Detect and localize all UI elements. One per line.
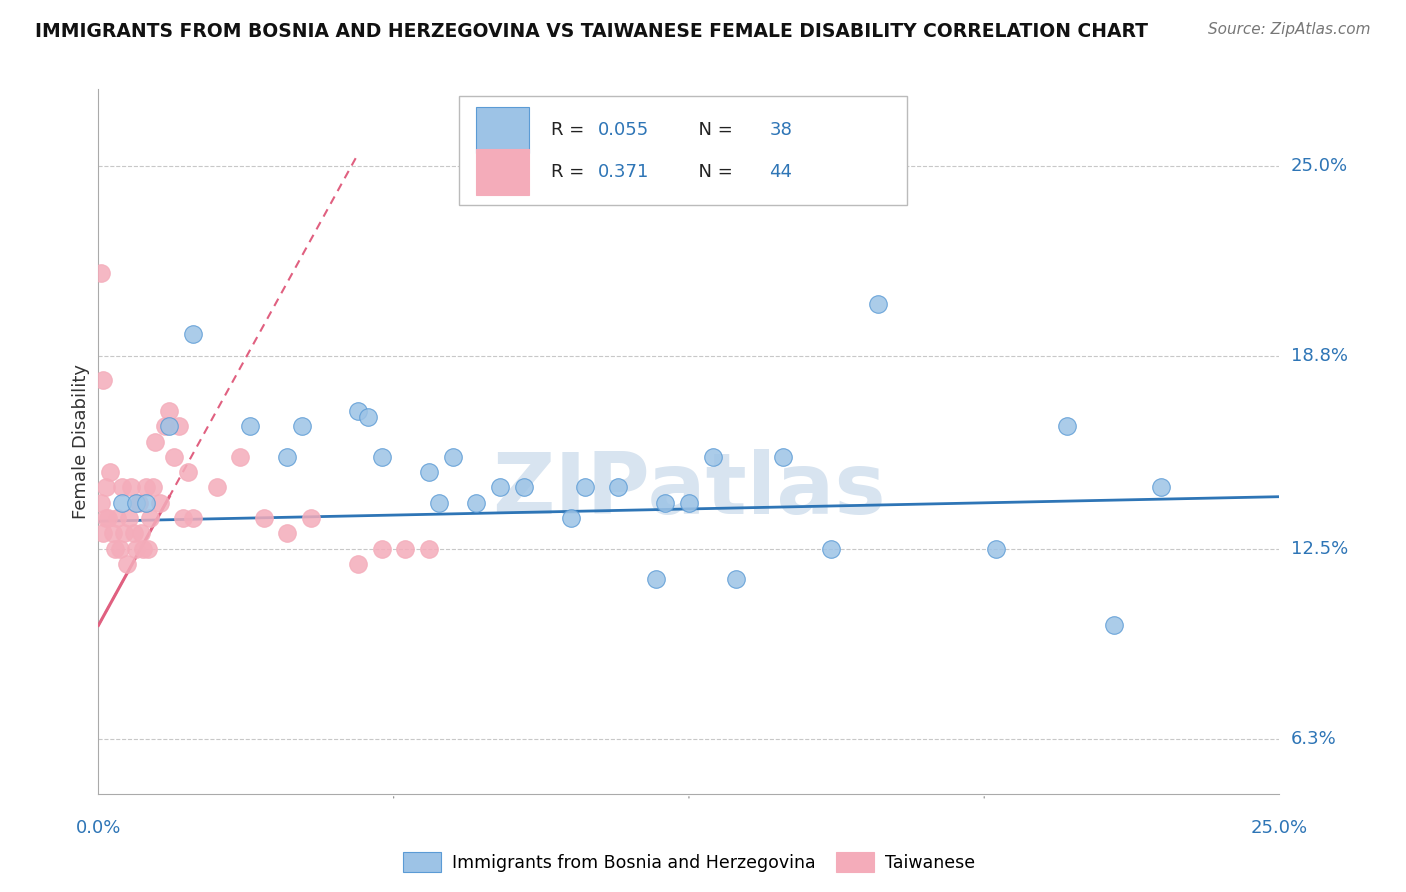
Point — [172, 511, 194, 525]
Point — [149, 496, 172, 510]
Point — [654, 496, 676, 510]
Point — [772, 450, 794, 464]
Point — [143, 434, 166, 449]
Point — [512, 481, 534, 495]
Point — [181, 327, 204, 342]
Point — [418, 465, 440, 479]
Text: 25.0%: 25.0% — [1291, 157, 1348, 175]
Point — [229, 450, 252, 464]
Point — [820, 541, 842, 556]
Point — [94, 511, 117, 525]
Text: 44: 44 — [769, 163, 792, 181]
Point — [122, 526, 145, 541]
Text: R =: R = — [551, 163, 596, 181]
Point — [105, 511, 128, 525]
Text: R =: R = — [551, 120, 589, 139]
Legend: Immigrants from Bosnia and Herzegovina, Taiwanese: Immigrants from Bosnia and Herzegovina, … — [396, 845, 981, 879]
Point — [101, 526, 124, 541]
Text: N =: N = — [686, 120, 738, 139]
Point — [167, 419, 190, 434]
Bar — [477, 149, 530, 194]
Point — [560, 511, 582, 525]
Point — [371, 541, 394, 556]
Point — [90, 266, 112, 280]
Point — [91, 373, 114, 387]
Point — [678, 496, 700, 510]
Point — [418, 541, 440, 556]
Point — [91, 526, 114, 541]
Point — [205, 481, 228, 495]
Point — [90, 496, 112, 510]
Text: 18.8%: 18.8% — [1291, 347, 1347, 365]
Point — [157, 404, 180, 418]
Point — [441, 450, 464, 464]
Point — [239, 419, 262, 434]
Point — [276, 526, 298, 541]
Point — [984, 541, 1007, 556]
Point — [139, 511, 162, 525]
Point — [866, 296, 889, 310]
Point — [607, 481, 630, 495]
Text: 38: 38 — [769, 120, 792, 139]
Point — [347, 404, 370, 418]
Point — [371, 450, 394, 464]
Point — [394, 541, 416, 556]
Text: ZIPatlas: ZIPatlas — [492, 450, 886, 533]
Point — [1102, 618, 1125, 632]
Text: N =: N = — [686, 163, 738, 181]
Point — [98, 465, 121, 479]
Point — [489, 481, 512, 495]
Text: 0.0%: 0.0% — [76, 819, 121, 837]
Point — [725, 573, 748, 587]
Point — [125, 541, 148, 556]
Point — [1150, 481, 1173, 495]
Point — [128, 496, 150, 510]
Point — [108, 541, 131, 556]
Point — [177, 465, 200, 479]
Point — [135, 496, 157, 510]
Point — [702, 450, 724, 464]
Point — [357, 410, 380, 425]
Point — [125, 496, 148, 510]
Point — [153, 419, 176, 434]
Point — [115, 557, 138, 571]
Point — [136, 541, 159, 556]
Point — [465, 496, 488, 510]
Point — [111, 496, 134, 510]
Point — [135, 481, 157, 495]
Point — [129, 526, 152, 541]
Y-axis label: Female Disability: Female Disability — [72, 364, 90, 519]
Text: Source: ZipAtlas.com: Source: ZipAtlas.com — [1208, 22, 1371, 37]
Point — [97, 511, 120, 525]
Point — [132, 541, 155, 556]
Point — [118, 511, 141, 525]
Bar — [477, 107, 530, 153]
Text: IMMIGRANTS FROM BOSNIA AND HERZEGOVINA VS TAIWANESE FEMALE DISABILITY CORRELATIO: IMMIGRANTS FROM BOSNIA AND HERZEGOVINA V… — [35, 22, 1149, 41]
Point — [253, 511, 276, 525]
Point — [644, 573, 666, 587]
Point — [112, 526, 135, 541]
Point — [142, 481, 165, 495]
Text: 0.371: 0.371 — [598, 163, 650, 181]
Point — [157, 419, 180, 434]
Point — [347, 557, 370, 571]
Point — [299, 511, 322, 525]
Point — [104, 541, 127, 556]
Text: 0.055: 0.055 — [598, 120, 650, 139]
Text: 25.0%: 25.0% — [1251, 819, 1308, 837]
Point — [121, 481, 143, 495]
Text: 6.3%: 6.3% — [1291, 730, 1336, 747]
Point — [163, 450, 186, 464]
Point — [574, 481, 596, 495]
Point — [1056, 419, 1078, 434]
Point — [427, 496, 450, 510]
Point — [290, 419, 312, 434]
Point — [111, 481, 134, 495]
FancyBboxPatch shape — [458, 96, 907, 205]
Text: 12.5%: 12.5% — [1291, 540, 1348, 558]
Point — [181, 511, 204, 525]
Point — [276, 450, 298, 464]
Point — [94, 481, 117, 495]
